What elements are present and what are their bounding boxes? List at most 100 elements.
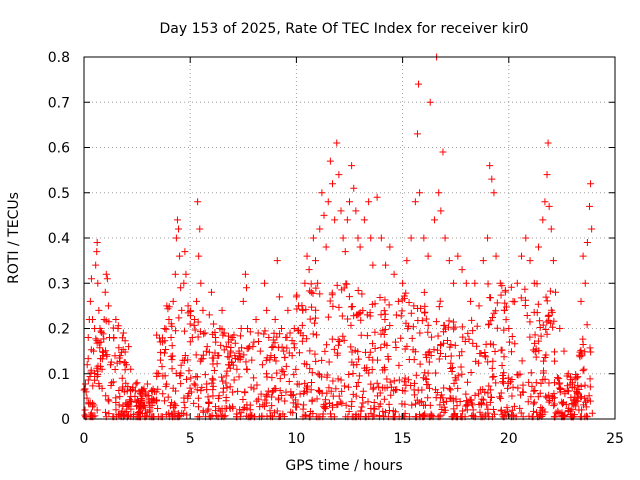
data-point <box>503 403 511 411</box>
data-point <box>177 361 185 369</box>
data-point <box>87 346 95 354</box>
data-point <box>545 391 553 399</box>
data-point <box>115 401 123 409</box>
data-point <box>451 374 459 382</box>
data-point <box>327 387 335 395</box>
data-point <box>410 356 418 364</box>
data-point <box>413 130 421 138</box>
data-point <box>560 347 568 355</box>
data-point <box>526 318 534 326</box>
data-point <box>296 390 304 398</box>
data-point <box>102 347 110 355</box>
data-point <box>527 393 535 401</box>
data-point <box>535 337 543 345</box>
data-point <box>390 270 398 278</box>
data-point <box>260 330 268 338</box>
data-point <box>485 321 493 329</box>
data-point <box>194 198 202 206</box>
data-point <box>436 297 444 305</box>
data-point <box>371 345 379 353</box>
data-point <box>485 320 493 328</box>
data-point <box>217 341 225 349</box>
data-point <box>365 369 373 377</box>
data-point <box>542 392 550 400</box>
data-point <box>424 252 432 260</box>
data-point <box>218 411 226 419</box>
data-point <box>218 373 226 381</box>
data-point <box>399 279 407 287</box>
data-point <box>171 400 179 408</box>
data-point <box>176 412 184 420</box>
data-point <box>151 388 159 396</box>
data-point <box>546 287 554 295</box>
data-point <box>209 382 217 390</box>
data-point <box>145 392 153 400</box>
data-point <box>543 297 551 305</box>
data-point <box>349 390 357 398</box>
data-point <box>275 293 283 301</box>
data-point <box>339 332 347 340</box>
data-point <box>543 171 551 179</box>
data-point <box>306 407 314 415</box>
data-point <box>88 315 96 323</box>
data-point <box>505 325 513 332</box>
data-point <box>586 375 594 383</box>
data-point <box>81 411 89 419</box>
data-point <box>549 323 557 331</box>
data-point <box>105 318 113 326</box>
data-point <box>385 301 393 309</box>
data-point <box>454 384 462 392</box>
data-point <box>213 360 221 368</box>
data-point <box>209 376 217 384</box>
data-point <box>81 380 89 388</box>
data-point <box>192 373 200 381</box>
x-tick-label: 15 <box>394 431 412 447</box>
data-point <box>359 387 367 395</box>
data-point <box>345 293 353 301</box>
data-point <box>545 379 553 387</box>
data-point <box>469 411 477 419</box>
data-point <box>425 384 433 392</box>
data-point <box>233 365 241 373</box>
data-point <box>190 315 198 323</box>
data-point <box>471 279 479 287</box>
data-point <box>411 391 419 399</box>
data-point <box>166 402 174 410</box>
data-point <box>104 302 112 310</box>
data-point <box>465 335 473 343</box>
data-point <box>468 412 476 420</box>
data-point <box>107 358 115 366</box>
data-point <box>405 298 413 306</box>
data-point <box>416 189 424 197</box>
data-point <box>477 350 485 358</box>
x-axis-label: GPS time / hours <box>285 458 402 474</box>
data-point <box>263 354 271 362</box>
data-point <box>184 392 192 400</box>
data-point <box>198 383 206 391</box>
data-point <box>428 333 436 341</box>
data-point <box>121 366 129 374</box>
data-point <box>285 349 293 357</box>
data-point <box>484 234 492 242</box>
data-point <box>440 322 448 330</box>
data-point <box>334 400 342 408</box>
data-point <box>344 315 352 323</box>
data-point <box>351 346 359 354</box>
data-point <box>309 330 317 338</box>
data-point <box>230 331 238 339</box>
data-point <box>508 406 516 414</box>
data-point <box>266 407 274 415</box>
data-point <box>143 380 151 388</box>
data-point <box>471 391 479 399</box>
data-point <box>94 279 102 287</box>
data-point <box>381 408 389 416</box>
data-point <box>234 387 242 395</box>
data-point <box>84 334 92 342</box>
data-point <box>467 297 475 305</box>
data-point <box>87 368 95 376</box>
data-point <box>571 375 579 383</box>
data-point <box>119 346 127 354</box>
data-point <box>192 351 200 359</box>
data-point <box>333 351 341 359</box>
data-point <box>268 393 276 401</box>
